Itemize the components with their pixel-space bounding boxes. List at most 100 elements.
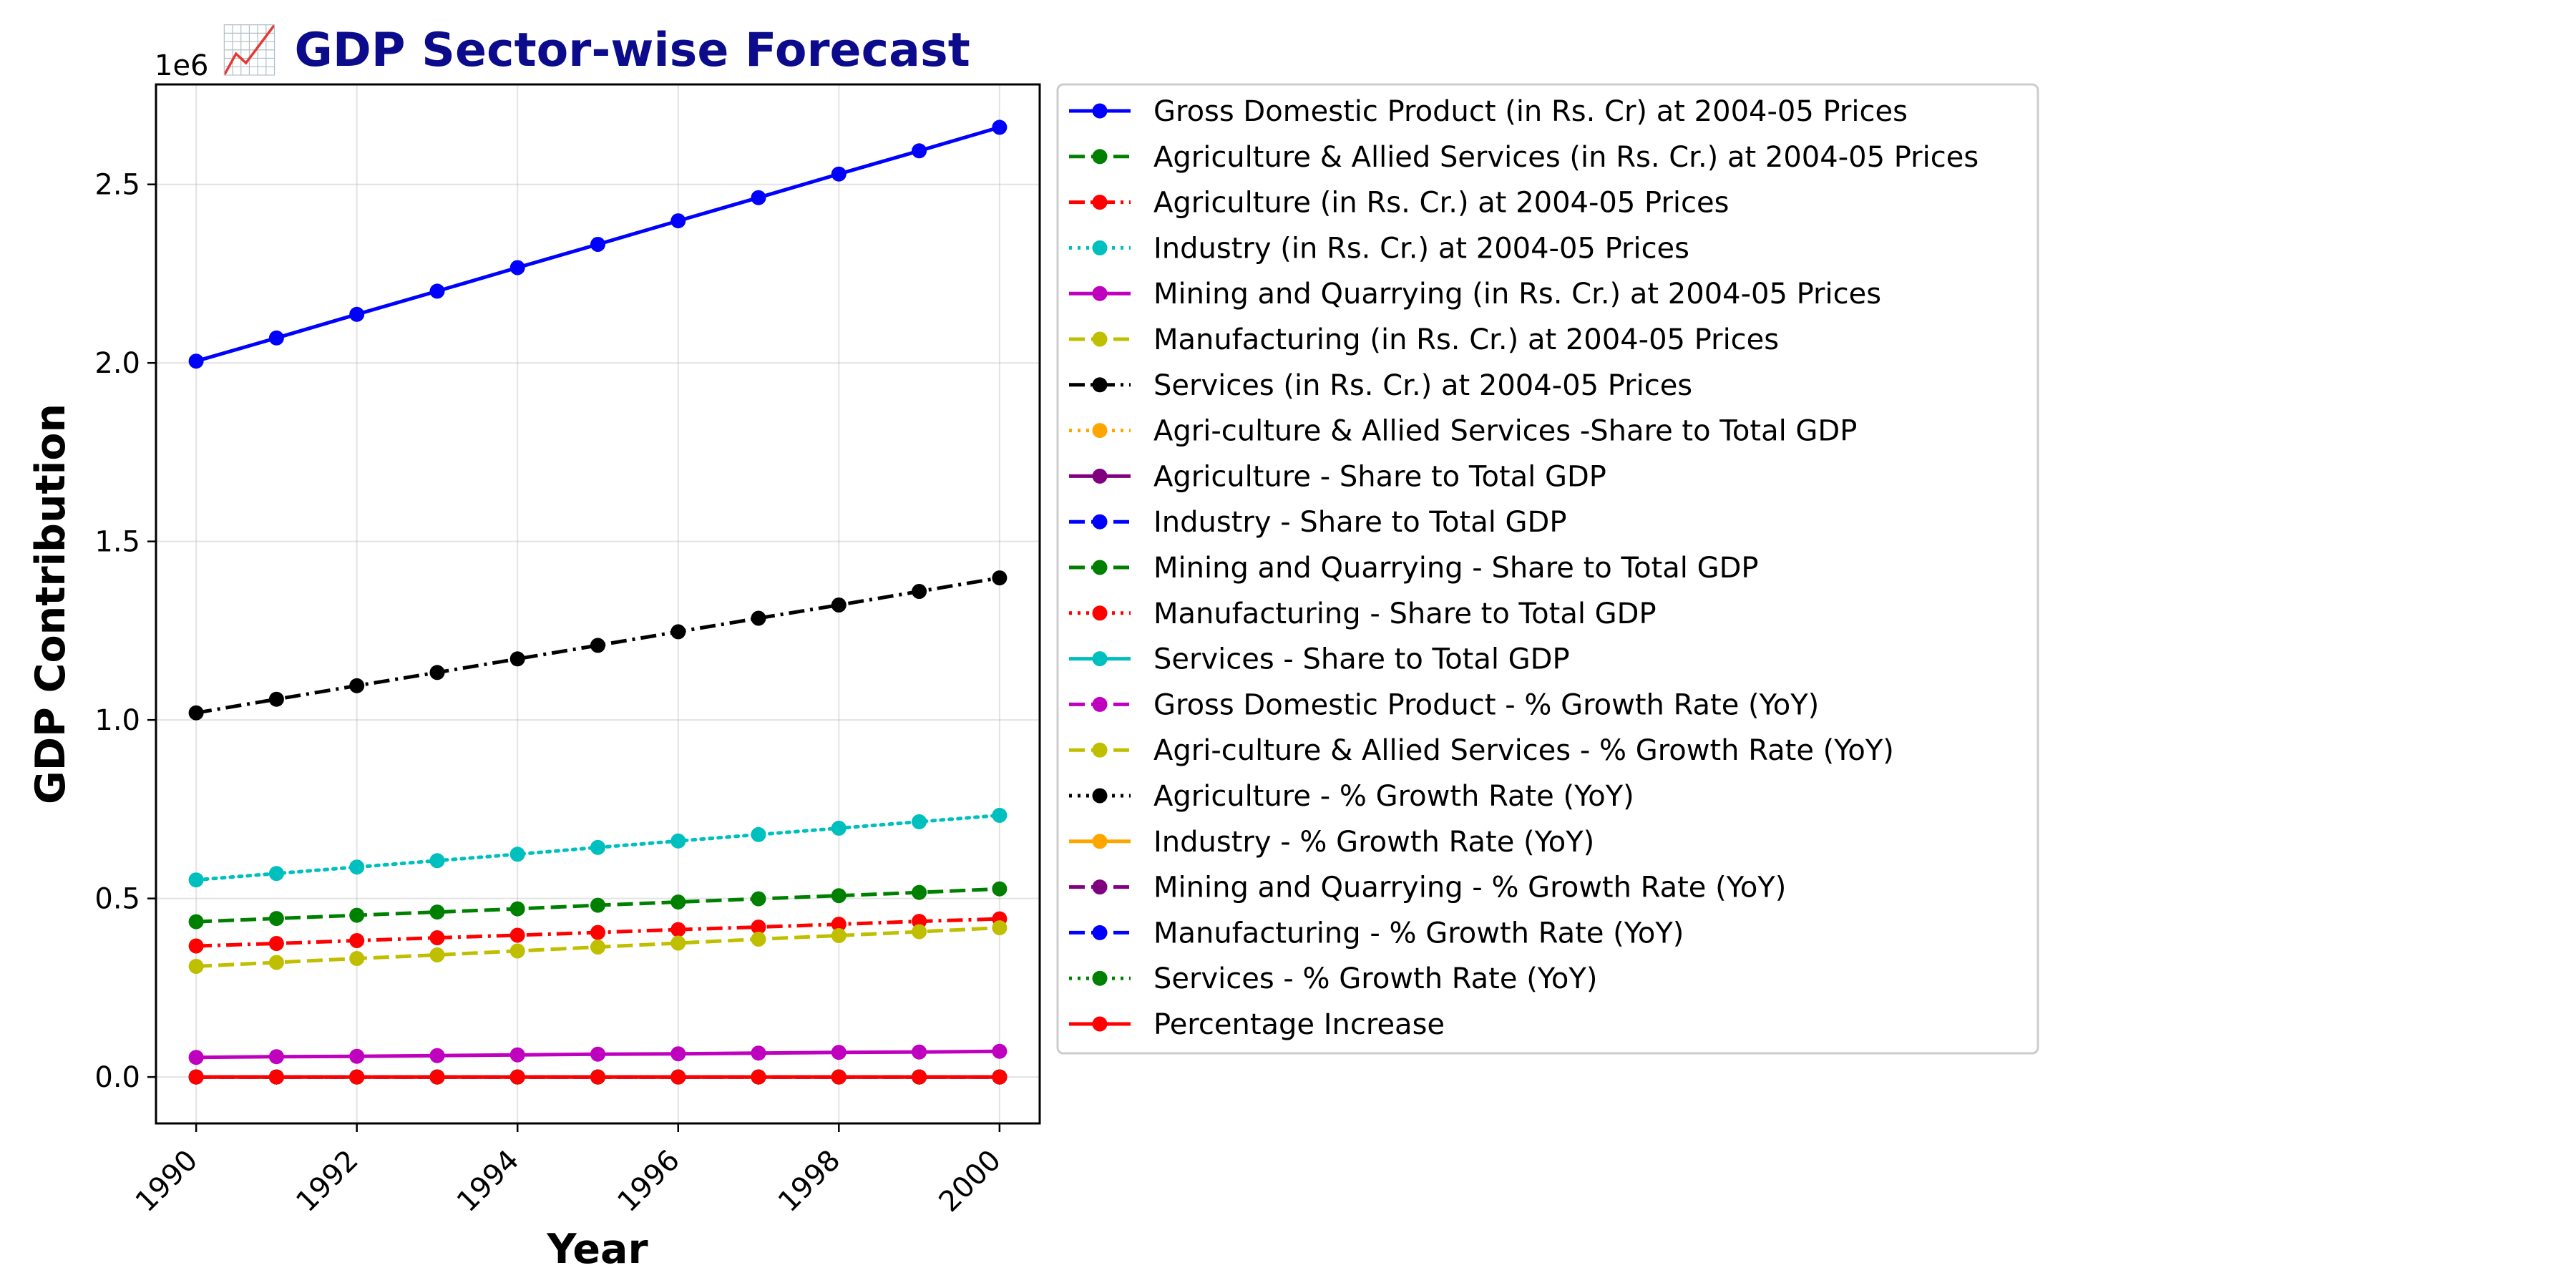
data-point [590, 940, 605, 955]
data-point [912, 1044, 927, 1060]
data-point [670, 213, 686, 229]
series-6 [188, 570, 1008, 721]
data-point [268, 1069, 284, 1085]
legend-label: Gross Domestic Product (in Rs. Cr) at 20… [1153, 95, 1908, 128]
y-tick-label: 1.5 [94, 526, 140, 559]
y-tick-label: 0.5 [94, 883, 140, 916]
legend-item: Agriculture - % Growth Rate (YoY) [1069, 780, 1634, 813]
legend-swatch-marker [1092, 149, 1108, 165]
legend-swatch-marker [1092, 742, 1108, 758]
legend-item: Industry - Share to Total GDP [1069, 506, 1566, 539]
data-point [268, 330, 284, 346]
legend-label: Agriculture & Allied Services (in Rs. Cr… [1153, 141, 1979, 174]
data-point [590, 924, 605, 940]
y-offset-label: 1e6 [155, 49, 209, 82]
series-3 [188, 807, 1008, 888]
data-point [509, 943, 525, 959]
data-point [751, 1045, 766, 1061]
series-5 [188, 920, 1008, 974]
legend-items: Gross Domestic Product (in Rs. Cr) at 20… [1069, 95, 1979, 1041]
legend-swatch-marker [1092, 651, 1108, 667]
legend-swatch-marker [1092, 696, 1108, 712]
y-tick-label: 2.0 [94, 347, 140, 380]
legend-swatch-marker [1092, 195, 1108, 210]
data-point [349, 933, 365, 948]
data-point [509, 901, 525, 917]
data-point [992, 920, 1008, 936]
data-point [751, 891, 766, 907]
series-20 [188, 1069, 1008, 1085]
y-tick-label: 1.0 [94, 704, 140, 737]
legend-label: Industry (in Rs. Cr.) at 2004-05 Prices [1153, 232, 1689, 265]
legend-swatch-marker [1092, 924, 1108, 940]
data-point [349, 678, 365, 693]
legend-item: Agriculture (in Rs. Cr.) at 2004-05 Pric… [1069, 187, 1729, 220]
data-point [590, 237, 605, 252]
legend-item: Gross Domestic Product (in Rs. Cr) at 20… [1069, 95, 1908, 128]
data-point [912, 814, 927, 829]
data-point [751, 1069, 766, 1085]
data-point [751, 826, 766, 842]
data-point [590, 1046, 605, 1062]
legend-label: Agri-culture & Allied Services -Share to… [1153, 415, 1857, 448]
data-point [670, 922, 686, 937]
series-4 [188, 1043, 1008, 1065]
data-point [590, 1069, 605, 1085]
grid-lines [156, 84, 1040, 1123]
data-point [590, 638, 605, 653]
x-axis-label: Year [546, 1226, 648, 1273]
legend-item: Gross Domestic Product - % Growth Rate (… [1069, 688, 1819, 721]
data-point [429, 283, 445, 299]
data-point [912, 884, 927, 900]
data-point [349, 951, 365, 966]
data-point [268, 691, 284, 707]
legend-label: Mining and Quarrying (in Rs. Cr.) at 200… [1153, 278, 1881, 311]
data-point [429, 1048, 445, 1063]
legend-item: Percentage Increase [1069, 1008, 1445, 1041]
legend-label: Mining and Quarrying - % Growth Rate (Yo… [1153, 872, 1786, 904]
data-point [429, 904, 445, 920]
legend-label: Services - % Growth Rate (YoY) [1153, 962, 1597, 995]
legend-swatch-marker [1092, 103, 1108, 119]
data-point [751, 190, 766, 205]
legend-item: Services (in Rs. Cr.) at 2004-05 Prices [1069, 369, 1692, 402]
y-axis-label: GDP Contribution [27, 404, 74, 804]
plot-area [155, 83, 1041, 1125]
series-0 [188, 119, 1008, 369]
data-point [992, 119, 1008, 135]
legend-swatch-marker [1092, 970, 1108, 986]
legend-label: Industry - Share to Total GDP [1153, 506, 1566, 539]
legend-swatch-marker [1092, 240, 1108, 255]
data-point [509, 260, 525, 275]
data-point [509, 927, 525, 943]
legend-swatch-marker [1092, 834, 1108, 849]
legend-swatch-marker [1092, 331, 1108, 347]
data-point [912, 584, 927, 599]
data-point [349, 859, 365, 875]
legend-label: Agriculture - Share to Total GDP [1153, 460, 1606, 493]
data-point [912, 143, 927, 159]
data-point [831, 1069, 847, 1085]
legend-label: Agriculture (in Rs. Cr.) at 2004-05 Pric… [1153, 187, 1729, 220]
data-point [670, 833, 686, 849]
data-point [268, 955, 284, 970]
data-point [751, 610, 766, 626]
legend-label: Services - Share to Total GDP [1153, 643, 1570, 676]
data-point [429, 947, 445, 962]
data-point [188, 353, 204, 369]
legend-swatch-marker [1092, 514, 1108, 530]
y-axis: 0.0 0.5 1.0 1.5 2.0 2.5 [94, 169, 156, 1094]
data-point [992, 570, 1008, 586]
data-point [912, 924, 927, 940]
legend-label: Services (in Rs. Cr.) at 2004-05 Prices [1153, 369, 1692, 402]
legend-label: Mining and Quarrying - Share to Total GD… [1153, 552, 1759, 585]
data-point [670, 935, 686, 951]
legend-swatch-marker [1092, 1016, 1108, 1032]
data-point [268, 911, 284, 927]
legend-item: Industry (in Rs. Cr.) at 2004-05 Prices [1069, 232, 1689, 265]
data-point [831, 820, 847, 836]
data-point [509, 1069, 525, 1085]
data-point [188, 705, 204, 721]
data-point [992, 1043, 1008, 1059]
data-point [590, 897, 605, 913]
